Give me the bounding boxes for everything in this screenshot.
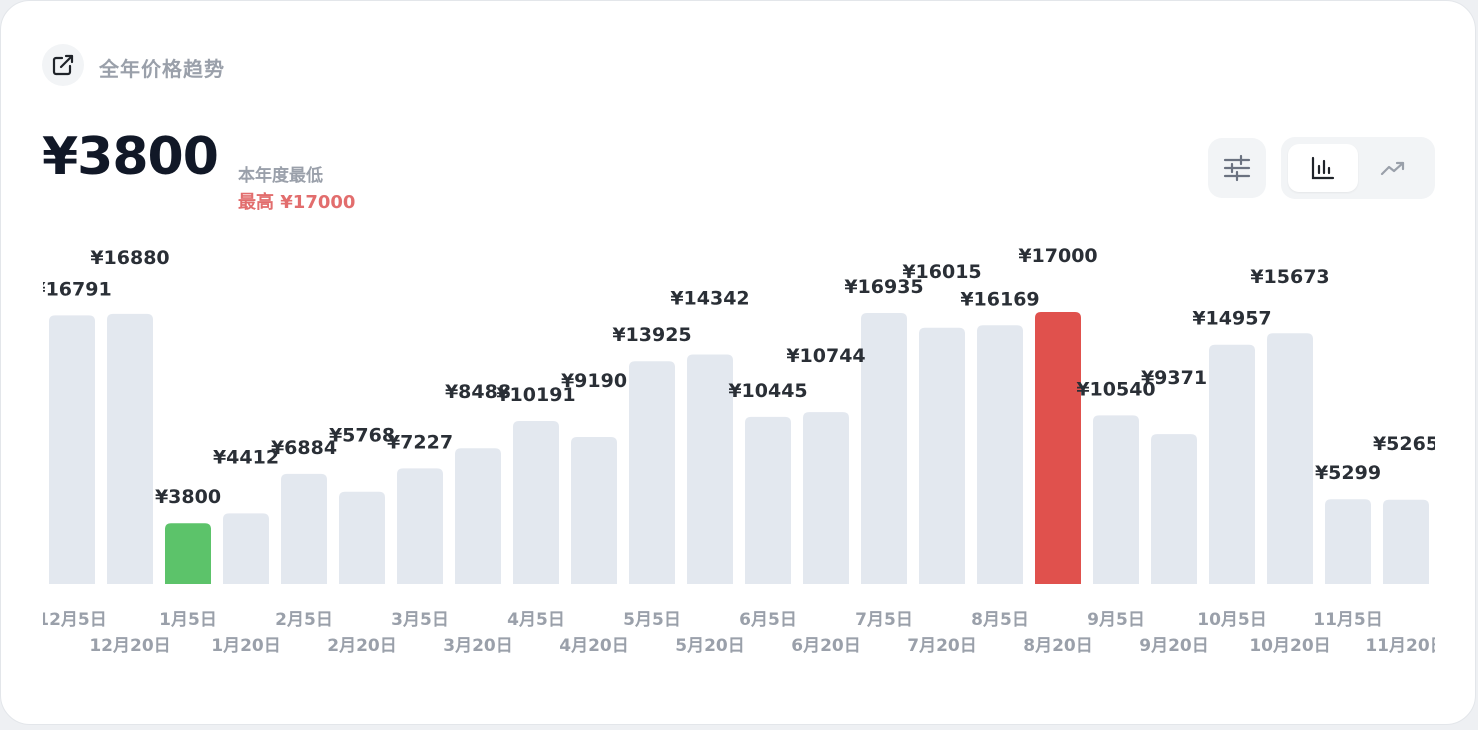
bar-value-label: ¥3800 <box>155 486 221 508</box>
bar[interactable] <box>339 491 385 584</box>
bar-value-label: ¥5299 <box>1315 462 1381 484</box>
bar-value-label: ¥10540 <box>1076 378 1155 400</box>
bar-value-label: ¥9190 <box>561 370 627 392</box>
bar-value-label: ¥16880 <box>90 247 169 269</box>
highest-label: 最高 ¥17000 <box>238 192 356 213</box>
bar[interactable] <box>1093 415 1139 584</box>
bar[interactable] <box>1383 499 1429 584</box>
x-tick-label: 6月20日 <box>791 636 861 656</box>
bar-value-label: ¥8488 <box>445 381 511 403</box>
x-tick-label: 4月20日 <box>559 636 629 656</box>
bar[interactable] <box>1325 499 1371 584</box>
bar[interactable] <box>1267 333 1313 584</box>
bar-view-button[interactable] <box>1288 144 1358 192</box>
bar-value-label: ¥15673 <box>1250 266 1329 288</box>
bar[interactable] <box>919 327 965 584</box>
bar-value-label: ¥10445 <box>728 380 807 402</box>
bar[interactable] <box>223 513 269 584</box>
external-link-icon <box>52 54 74 76</box>
bar[interactable] <box>629 361 675 584</box>
x-tick-label: 3月5日 <box>391 610 449 630</box>
bar[interactable] <box>1151 434 1197 584</box>
bar[interactable] <box>455 448 501 584</box>
bar-value-label: ¥16169 <box>960 288 1039 310</box>
x-tick-label: 10月20日 <box>1249 636 1330 656</box>
x-tick-label: 12月5日 <box>43 610 107 630</box>
bar-value-label: ¥6884 <box>271 437 337 459</box>
bar-value-label: ¥4412 <box>213 446 279 468</box>
price-bar-chart: ¥16791 ¥16880 ¥3800 ¥4412¥6884¥5768¥7227 ¥84… <box>43 231 1435 671</box>
bar-chart-icon <box>1311 156 1335 180</box>
x-tick-label: 11月20日 <box>1365 636 1435 656</box>
sliders-icon <box>1223 154 1251 182</box>
bar[interactable] <box>513 420 559 584</box>
bar-value-label: ¥16791 <box>43 278 112 300</box>
external-link-button[interactable] <box>42 44 84 86</box>
bar-value-label: ¥14957 <box>1192 308 1271 330</box>
card-title: 全年价格趋势 <box>99 57 225 81</box>
bar-value-label: ¥10744 <box>786 345 865 367</box>
bar-value-label: ¥14342 <box>670 288 749 310</box>
lowest-price: ¥3800 <box>42 127 219 187</box>
bar[interactable] <box>1209 344 1255 584</box>
chart-view-toggle <box>1281 137 1435 199</box>
bar[interactable] <box>571 436 617 584</box>
bar[interactable] <box>1035 312 1081 584</box>
x-tick-label: 7月20日 <box>907 636 977 656</box>
lowest-label: 本年度最低 <box>238 166 323 186</box>
bar[interactable] <box>803 412 849 584</box>
bar[interactable] <box>397 468 443 584</box>
x-tick-label: 9月5日 <box>1087 610 1145 630</box>
bar-value-label: ¥5768 <box>329 425 395 447</box>
bar-value-label: ¥16015 <box>902 261 981 283</box>
bar-value-label: ¥16935 <box>844 276 923 298</box>
bar-value-label: ¥5265 <box>1373 433 1435 455</box>
bar[interactable] <box>107 313 153 584</box>
x-tick-label: 1月5日 <box>159 610 217 630</box>
x-tick-label: 4月5日 <box>507 610 565 630</box>
x-tick-label: 8月20日 <box>1023 636 1093 656</box>
filter-button[interactable] <box>1208 138 1266 198</box>
bar[interactable] <box>977 325 1023 584</box>
x-tick-label: 2月5日 <box>275 610 333 630</box>
bar[interactable] <box>165 523 211 584</box>
x-tick-label: 9月20日 <box>1139 636 1209 656</box>
x-tick-label: 6月5日 <box>739 610 797 630</box>
bar[interactable] <box>861 313 907 584</box>
x-tick-label: 5月20日 <box>675 636 745 656</box>
bar-value-label: ¥17000 <box>1018 245 1097 267</box>
bar-value-label: ¥7227 <box>387 431 453 453</box>
bar[interactable] <box>281 473 327 584</box>
bar-value-label: ¥13925 <box>612 324 691 346</box>
x-tick-label: 2月20日 <box>327 636 397 656</box>
x-tick-label: 11月5日 <box>1313 610 1383 630</box>
trend-line-icon <box>1380 161 1405 176</box>
chart-svg: ¥16791 ¥16880 ¥3800 ¥4412¥6884¥5768¥7227 ¥84… <box>43 245 1435 656</box>
x-tick-label: 10月5日 <box>1197 610 1267 630</box>
x-tick-label: 5月5日 <box>623 610 681 630</box>
bar-value-label: ¥10191 <box>496 384 575 406</box>
x-tick-label: 12月20日 <box>89 636 170 656</box>
bar[interactable] <box>49 315 95 584</box>
bar[interactable] <box>687 354 733 584</box>
x-tick-label: 8月5日 <box>971 610 1029 630</box>
x-tick-label: 3月20日 <box>443 636 513 656</box>
line-view-button[interactable] <box>1358 144 1428 192</box>
x-tick-label: 7月5日 <box>855 610 913 630</box>
bar-value-label: ¥9371 <box>1141 367 1207 389</box>
bar[interactable] <box>745 416 791 584</box>
x-tick-label: 1月20日 <box>211 636 281 656</box>
